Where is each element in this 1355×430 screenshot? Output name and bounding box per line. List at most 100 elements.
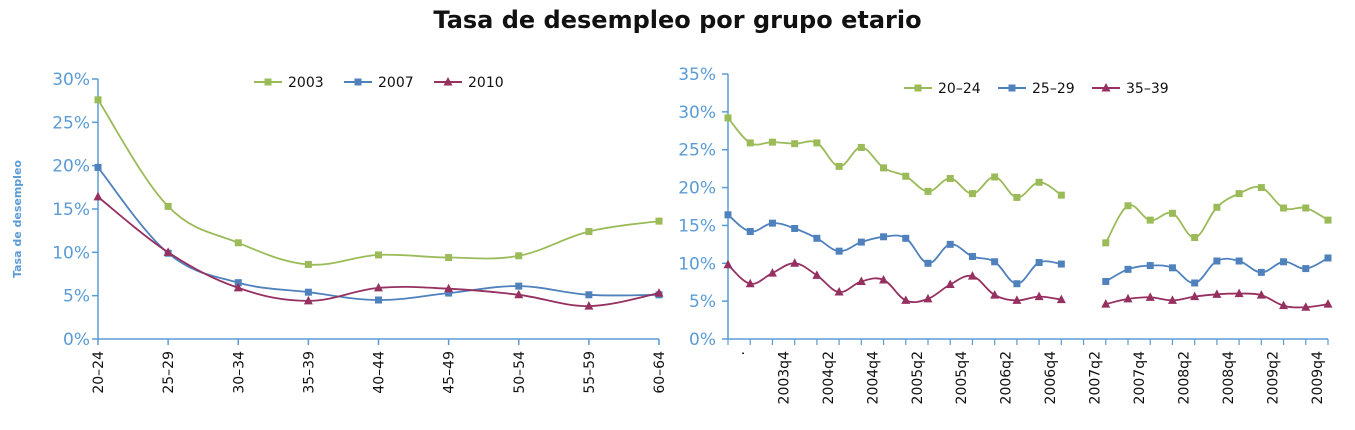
data-point-25–29 bbox=[835, 247, 843, 255]
data-point-20–24 bbox=[902, 172, 910, 180]
y-tick-label: 10% bbox=[678, 254, 716, 274]
data-point-35–39 bbox=[1056, 294, 1066, 304]
data-point-20–24 bbox=[1324, 216, 1332, 224]
legend-label-c2-0: 20–24 bbox=[938, 81, 981, 97]
data-point-25–29 bbox=[1146, 262, 1154, 270]
data-point-20–24 bbox=[1057, 191, 1065, 199]
data-point-25–29 bbox=[1280, 258, 1288, 266]
data-point-2007 bbox=[445, 289, 453, 297]
data-point-35–39 bbox=[1323, 299, 1333, 308]
data-point-20–24 bbox=[1257, 184, 1265, 192]
data-point-2007 bbox=[515, 282, 523, 290]
data-point-35–39 bbox=[745, 278, 755, 288]
data-point-25–29 bbox=[1191, 279, 1199, 287]
data-point-20–24 bbox=[746, 139, 754, 147]
x-tick-label: 2008q4 bbox=[1221, 351, 1237, 405]
data-point-35–39 bbox=[1012, 295, 1022, 304]
x-tick-label: 55–59 bbox=[582, 351, 598, 394]
left-chart: 0% 5% 10% 15% 20% 25% 30% 20–24 25–29 30–34 35–39 4… bbox=[11, 70, 668, 394]
data-point-2007 bbox=[585, 291, 593, 299]
data-point-25–29 bbox=[746, 227, 754, 235]
data-point-35–39 bbox=[812, 270, 822, 279]
x-tick-label: 2009q4 bbox=[1310, 351, 1326, 405]
x-tick-label: 30–34 bbox=[231, 351, 247, 394]
data-point-35–39 bbox=[1145, 292, 1155, 301]
x-tick-label: 35–39 bbox=[301, 351, 317, 394]
x-tick-label: 20–24 bbox=[91, 351, 107, 394]
x-tick-label: 2009q2 bbox=[1265, 351, 1281, 404]
data-point-20–24 bbox=[813, 139, 821, 147]
data-point-20–24 bbox=[768, 138, 776, 146]
data-point-2003 bbox=[445, 254, 453, 262]
data-point-20–24 bbox=[1302, 204, 1310, 212]
data-point-20–24 bbox=[857, 143, 865, 151]
x-tick-label: 60–64 bbox=[652, 351, 668, 394]
legend-marker-c2-2 bbox=[1101, 83, 1111, 92]
data-point-20–24 bbox=[724, 114, 732, 122]
data-point-20–24 bbox=[880, 164, 888, 172]
data-point-20–24 bbox=[924, 187, 932, 195]
series-line-20–24 bbox=[727, 117, 1062, 199]
x-tick-label: 2006q4 bbox=[1043, 351, 1059, 405]
data-point-2003 bbox=[375, 251, 382, 259]
data-point-20–24 bbox=[991, 173, 999, 181]
data-point-20–24 bbox=[1168, 209, 1176, 217]
y-tick-label: 30% bbox=[678, 103, 716, 123]
data-point-2003 bbox=[234, 239, 242, 247]
data-point-25–29 bbox=[1013, 280, 1021, 288]
data-point-35–39 bbox=[1101, 299, 1111, 308]
y-tick-label: 25% bbox=[52, 113, 90, 133]
data-point-2007 bbox=[234, 279, 242, 287]
data-point-20–24 bbox=[946, 174, 954, 182]
data-point-20–24 bbox=[1124, 202, 1132, 210]
data-point-35–39 bbox=[923, 293, 933, 303]
data-point-25–29 bbox=[991, 258, 999, 266]
data-point-20–24 bbox=[1102, 239, 1110, 247]
legend-label-c1-2: 2010 bbox=[468, 75, 504, 91]
y-tick-label: 20% bbox=[678, 179, 716, 199]
x-tick-label: 2003q4 bbox=[776, 351, 792, 405]
legend-marker-c2-0 bbox=[914, 84, 922, 92]
data-point-25–29 bbox=[857, 238, 865, 246]
y-tick-label: 5% bbox=[689, 292, 716, 312]
x-tick-label: 2004q4 bbox=[865, 351, 881, 405]
data-point-35–39 bbox=[1234, 288, 1244, 298]
data-point-25–29 bbox=[946, 240, 954, 248]
data-point-2003 bbox=[515, 252, 523, 260]
data-point-2007 bbox=[375, 296, 382, 304]
x-tick-label: 25–29 bbox=[161, 351, 177, 394]
y-tick-label: 30% bbox=[52, 70, 90, 90]
data-point-2007 bbox=[94, 163, 102, 171]
data-point-35–39 bbox=[767, 268, 777, 277]
x-tick-label: 40–44 bbox=[372, 351, 388, 394]
legend-label-c2-2: 35–39 bbox=[1126, 81, 1169, 97]
data-point-20–24 bbox=[1191, 234, 1199, 242]
x-tick-label: 2007q2 bbox=[1088, 351, 1104, 404]
data-point-2010 bbox=[654, 288, 664, 297]
data-point-2010 bbox=[374, 282, 383, 292]
data-point-25–29 bbox=[902, 234, 910, 242]
data-point-25–29 bbox=[1213, 257, 1221, 265]
y-tick-label: 20% bbox=[52, 157, 90, 177]
y-axis-label: Tasa de desempleo bbox=[11, 160, 24, 278]
data-point-2003 bbox=[585, 228, 593, 236]
data-point-20–24 bbox=[968, 190, 976, 198]
series-line-20–24 bbox=[1104, 186, 1329, 244]
data-point-25–29 bbox=[1124, 265, 1132, 273]
data-point-35–39 bbox=[1279, 300, 1289, 310]
data-point-2010 bbox=[93, 191, 103, 201]
data-point-25–29 bbox=[813, 234, 821, 242]
data-point-20–24 bbox=[791, 140, 799, 148]
x-tick-label: 2007q4 bbox=[1132, 351, 1148, 405]
data-point-20–24 bbox=[1013, 193, 1021, 201]
data-point-35–39 bbox=[1034, 291, 1044, 301]
y-tick-label: 0% bbox=[689, 330, 716, 350]
x-tick-label: 2005q4 bbox=[954, 351, 970, 405]
data-point-25–29 bbox=[968, 252, 976, 260]
legend-marker-c1-1 bbox=[354, 78, 362, 86]
data-point-35–39 bbox=[879, 274, 889, 284]
x-tick-label: . bbox=[732, 351, 748, 355]
data-point-2003 bbox=[94, 96, 102, 104]
data-point-35–39 bbox=[1167, 295, 1177, 304]
